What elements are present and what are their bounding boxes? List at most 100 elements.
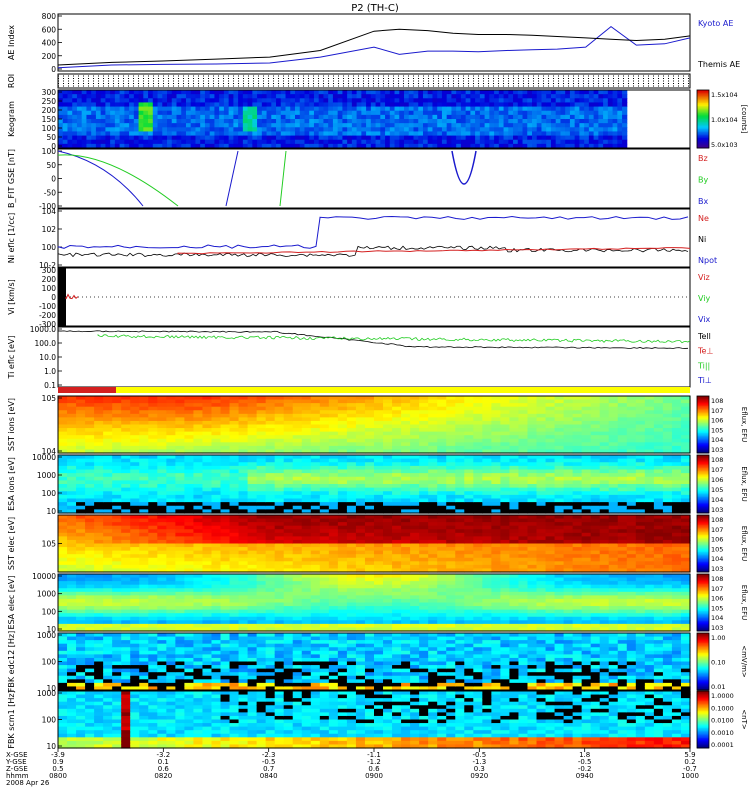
sst-elec-panel-cell [437,543,447,548]
esa-ions-panel-cell [319,491,330,496]
keogram-cell [503,110,509,116]
sst-ions-panel-colorbar-tick: 107 [711,407,723,415]
keogram-cell [247,135,253,141]
keogram-cell [593,102,599,108]
sst-ions-panel-cell [374,431,384,436]
esa-ions-panel-cell [229,469,240,474]
sst-elec-panel-cell [292,550,303,555]
keogram-cell [242,119,249,124]
keogram-cell [550,127,557,132]
esa-ions-panel-cell [428,465,438,471]
keogram-cell [318,131,324,137]
esa-ions-panel-cell [401,487,411,492]
sst-elec-panel-cell [238,518,249,523]
esa-ions-panel-cell [337,462,348,467]
sst-elec-panel-cell [112,525,122,530]
sst-elec-panel-cell [383,539,393,545]
keogram-cell [176,102,182,108]
sst-ions-panel-cell [563,420,574,426]
sst-ions-panel-cell [500,442,511,447]
sst-elec-panel-cell [355,554,366,559]
esa-ions-panel-cell [112,462,122,467]
esa-ions-panel-cell [157,469,167,474]
esa-ions-panel-ytick-label: 10000 [32,453,56,462]
sst-ions-panel-cell [274,449,285,454]
sst-ions-panel-cell [184,410,195,415]
sst-elec-panel-cell [428,518,438,523]
sst-ions-panel-cell [383,413,393,418]
esa-ions-panel-cell [509,465,520,471]
sst-ions-panel-cell [446,449,456,454]
keogram-cell [167,110,173,116]
sst-ions-panel-cell [175,396,185,401]
sst-elec-panel-cell [274,557,285,562]
sst-ions-panel-cell [355,399,366,404]
sst-ions-panel-cell [527,442,538,447]
sst-ions-panel-cell [581,424,592,429]
keogram-cell [427,131,433,137]
keogram-cell [385,94,391,99]
sst-ions-panel-cell [301,406,312,411]
sst-ions-panel-colorbar-cell [697,428,709,431]
esa-ions-panel-cell [500,458,511,463]
keogram-cell [67,110,73,116]
esa-ions-panel-cell [238,465,249,471]
sst-elec-panel-cell [446,522,456,527]
sst-elec-panel-cell [247,543,258,548]
esa-ions-panel-cell [85,469,95,474]
esa-ions-panel-cell [680,473,691,478]
keogram-cell [565,90,571,95]
legend-te-: Te⊥ [697,347,713,356]
keogram-cell [375,119,381,124]
sst-elec-panel-cell [509,515,520,520]
keogram-cell [318,110,324,116]
sst-ions-panel-cell [274,399,285,404]
esa-ions-panel-cell [437,494,447,500]
esa-ions-panel-cell [229,498,240,503]
esa-ions-panel-cell [653,491,664,496]
sst-ions-panel-cell [148,413,158,418]
sst-ions-panel-cell [292,431,303,436]
sst-elec-panel-cell [193,564,204,570]
keogram-cell [441,94,448,99]
keogram-cell [527,114,533,120]
keogram-cell [569,123,576,128]
esa-ions-panel-cell [301,498,312,503]
esa-ions-panel-cell [545,476,556,481]
sst-ions-panel-cell [662,410,673,415]
sst-ions-panel-cell [121,399,131,404]
esa-ions-panel-cell [274,458,285,463]
sst-elec-panel-cell [374,554,384,559]
keogram-cell [588,135,595,141]
sst-elec-panel-cell [193,539,204,545]
sst-ions-panel-cell [166,431,176,436]
esa-ions-panel-cell [67,455,77,460]
keogram-cell [489,110,495,116]
keogram-cell [280,131,287,137]
sst-ions-panel-cell [319,438,330,443]
sst-elec-panel-cell [301,543,312,548]
keogram-cell [100,131,106,137]
esa-ions-panel-cell [67,491,77,496]
keogram-cell [456,143,462,149]
keogram-cell [342,94,348,99]
keogram-cell [200,106,206,112]
sst-ions-panel-cell [509,431,520,436]
keogram-cell [517,139,524,145]
sst-ions-panel-cell [491,431,501,436]
sst-ions-panel-cell [491,417,501,422]
sst-ions-panel-cell [292,410,303,415]
esa-ions-panel-cell [401,462,411,467]
keogram-cell [313,139,320,145]
esa-ions-panel-cell [103,509,113,514]
esa-ions-panel-cell [364,473,375,478]
keogram-cell [105,94,111,99]
keogram-cell [295,131,301,137]
sst-ions-panel-cell [247,431,258,436]
sst-ions-panel-cell [608,417,619,422]
keogram-cell [138,90,144,95]
sst-ions-panel-cell [211,449,222,454]
keogram-cell [593,110,599,116]
esa-ions-panel-cell [67,465,77,471]
keogram-cell [129,127,135,132]
